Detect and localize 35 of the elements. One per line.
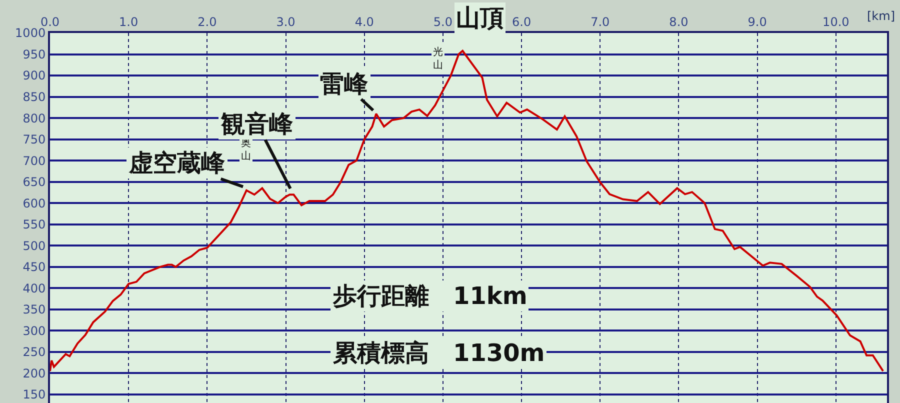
y-tick-label: 250	[22, 345, 46, 360]
x-tick-label: 3.0	[276, 15, 296, 30]
x-tick-label: 9.0	[748, 15, 767, 30]
y-tick-label: 700	[22, 154, 46, 168]
x-tick-label: 4.0	[354, 15, 374, 30]
annotation: 雷峰	[320, 70, 369, 98]
annotation: 光山	[433, 46, 443, 71]
y-tick-label: 600	[22, 196, 46, 210]
annotation: 観音峰	[220, 110, 294, 138]
y-tick-label: 900	[22, 68, 46, 83]
annotation: 虚空蔵峰	[128, 149, 226, 177]
x-tick-label: 2.0	[198, 15, 217, 30]
y-tick-label: 500	[22, 238, 46, 253]
y-tick-label: 300	[22, 324, 46, 338]
x-axis-title: [km]	[867, 9, 896, 23]
y-tick-label: 450	[22, 260, 46, 274]
x-tick-label: 6.0	[512, 15, 532, 30]
y-tick-label: 650	[22, 175, 46, 190]
y-tick-label: 350	[22, 302, 46, 317]
y-tick-label: 400	[22, 281, 46, 296]
y-tick-label: 800	[22, 111, 46, 126]
x-tick-label: 8.0	[669, 15, 688, 30]
x-tick-label: 10.0	[822, 15, 850, 30]
y-tick-label: 950	[22, 47, 46, 62]
y-tick-label: 200	[22, 366, 46, 380]
x-tick-label: 1.0	[119, 15, 138, 30]
annotation: 山頂	[456, 4, 504, 32]
annotation: 累積標高 1130m	[332, 339, 545, 367]
x-tick-label: 7.0	[590, 15, 610, 30]
y-tick-label: 850	[22, 90, 46, 104]
y-tick-label: 750	[22, 132, 46, 147]
x-tick-label: 5.0	[433, 15, 453, 30]
annotation: 歩行距離 11km	[332, 282, 528, 310]
y-tick-label: 550	[22, 218, 46, 232]
y-tick-label: 150	[22, 388, 46, 402]
